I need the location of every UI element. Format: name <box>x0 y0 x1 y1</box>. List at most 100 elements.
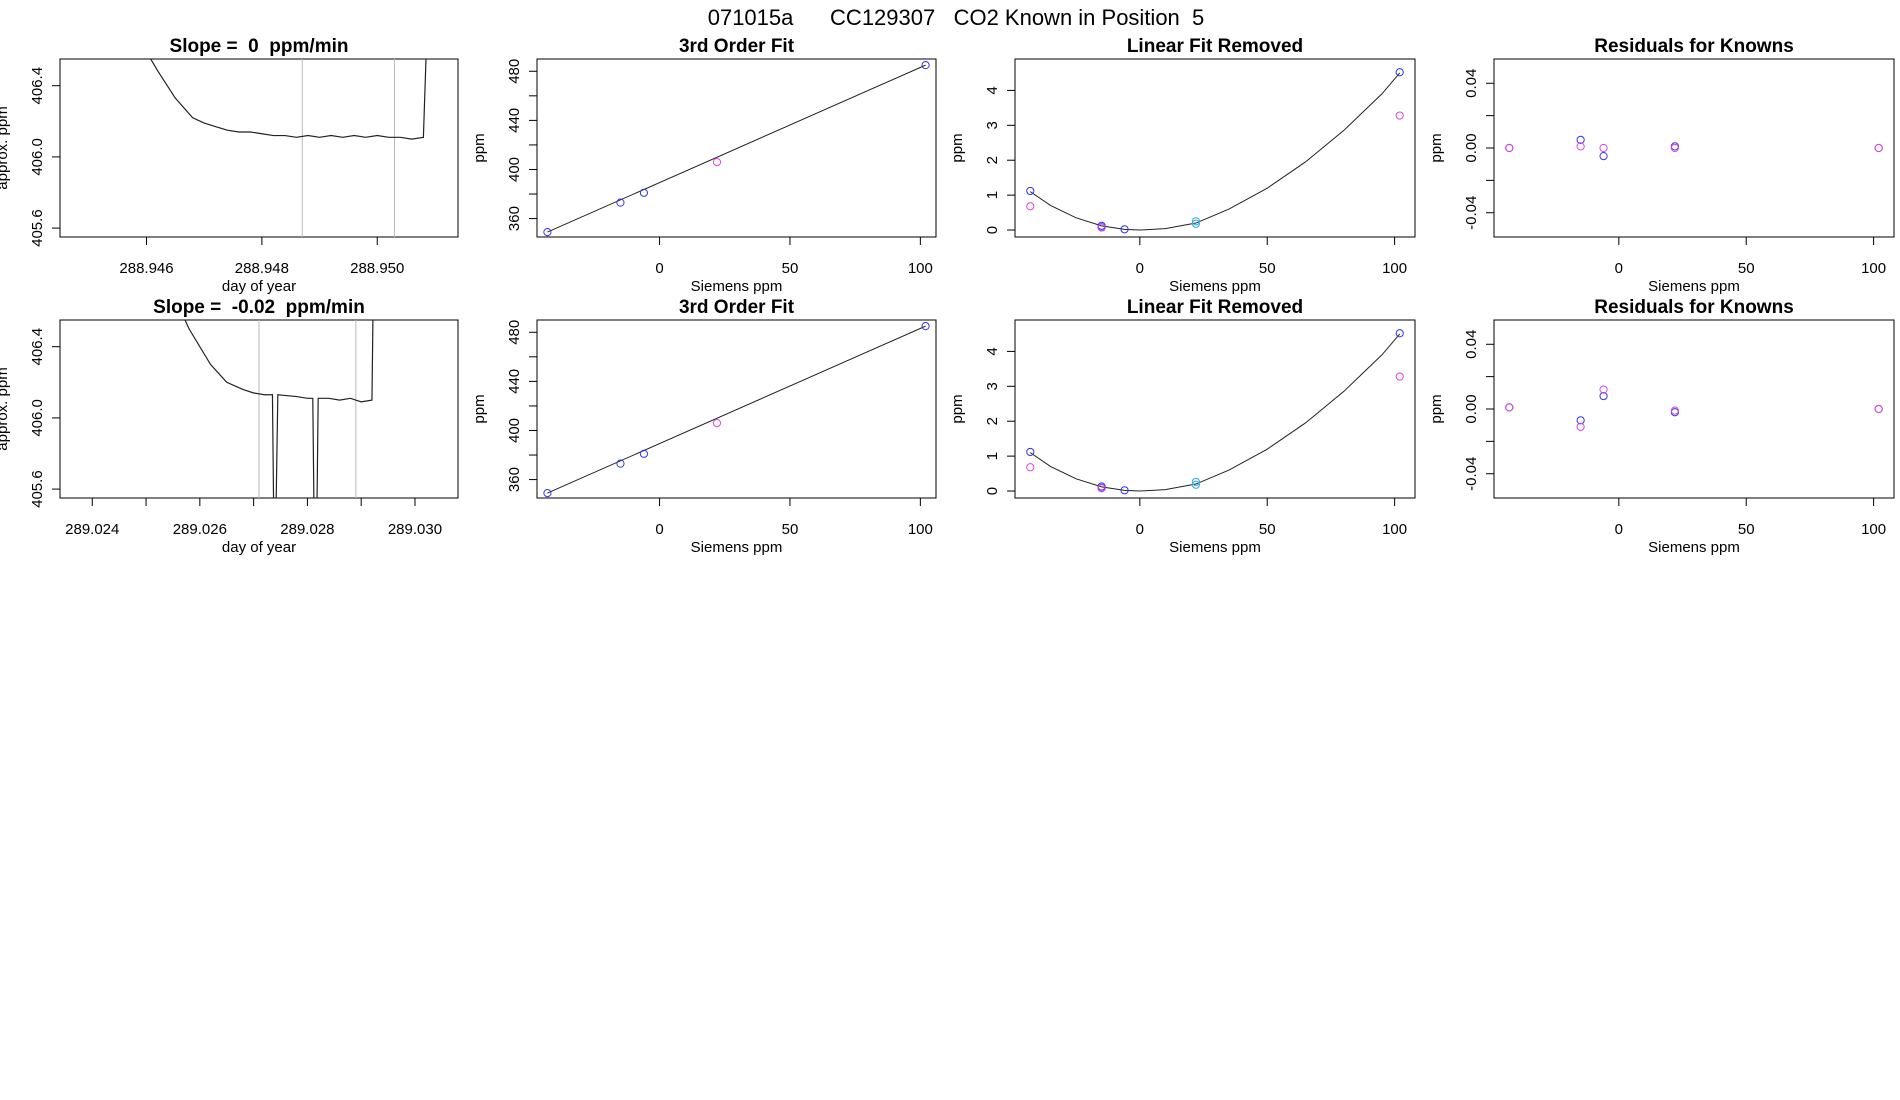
y-axis-label: ppm <box>1428 133 1445 162</box>
y-tick-label: -0.04 <box>1463 457 1480 491</box>
data-point-blue <box>1120 486 1129 495</box>
chart-panel-7: Linear Fit Removed Siemens ppm ppm 0 50 100 0 1… <box>949 297 1416 556</box>
page-title: 071015a CC129307 CO2 Known in Position 5 <box>708 5 1205 30</box>
data-point-cyan <box>1191 217 1200 226</box>
x-tick-label: 288.950 <box>350 260 404 277</box>
data-point-blue <box>1599 391 1608 401</box>
data-point-magenta <box>1670 143 1679 153</box>
data-point-blue <box>921 61 930 70</box>
data-point-blue <box>639 449 649 458</box>
plot-frame <box>536 58 937 238</box>
plot-area <box>1505 135 1883 161</box>
plot-frame <box>536 319 937 499</box>
x-tick-label: 289.024 <box>65 521 119 538</box>
plot-area <box>543 322 930 498</box>
chart-title: Linear Fit Removed <box>1127 297 1303 318</box>
chart-panel-8: Residuals for Knowns Siemens ppm ppm 0 50 100… <box>1428 297 1895 556</box>
x-tick-label: 289.028 <box>280 521 334 538</box>
data-point-magenta <box>1505 143 1514 153</box>
fit-curve <box>1030 72 1401 231</box>
y-axis-label: ppm <box>949 394 966 423</box>
x-tick-label: 100 <box>1861 521 1886 538</box>
data-point-magenta <box>1576 422 1585 431</box>
data-point-magenta <box>1576 142 1585 151</box>
y-tick-label: 406.0 <box>29 399 46 437</box>
y-tick-label: 4 <box>984 347 1001 355</box>
x-tick-label: 0 <box>1136 521 1144 538</box>
chart-panel-1: Slope = 0 ppm/min day of year approx. ppm 2… <box>0 36 459 295</box>
plot-frame <box>1014 58 1416 238</box>
data-point-blue <box>1026 447 1035 457</box>
chart-title: 3rd Order Fit <box>679 36 795 57</box>
data-point-blue <box>1120 225 1129 234</box>
chart-title: Slope = 0 ppm/min <box>170 36 349 57</box>
data-point-blue <box>543 488 552 498</box>
data-point-magenta <box>1097 484 1106 493</box>
y-axis-label: ppm <box>1428 394 1445 423</box>
fit-curve <box>1030 333 1401 492</box>
y-tick-label: 2 <box>984 417 1001 425</box>
y-axis-label: ppm <box>949 133 966 162</box>
x-axis-label: Siemens ppm <box>1648 278 1740 295</box>
chart-title: Residuals for Knowns <box>1594 36 1794 57</box>
plot-area <box>543 61 930 237</box>
y-tick-label: 2 <box>984 156 1001 164</box>
x-tick-label: 0 <box>1136 260 1144 277</box>
x-tick-label: 50 <box>782 521 799 538</box>
y-tick-label: 0.00 <box>1463 133 1480 162</box>
data-point-blue <box>543 227 552 237</box>
plot-frame <box>1493 58 1895 238</box>
x-tick-label: 50 <box>782 260 799 277</box>
data-point-blue <box>1670 408 1679 417</box>
y-tick-label: 360 <box>506 206 523 231</box>
y-tick-label: 360 <box>506 467 523 492</box>
series-trace <box>150 59 427 140</box>
x-tick-label: 100 <box>1861 260 1886 277</box>
data-point-blue <box>921 322 930 331</box>
chart-panel-4: Residuals for Knowns Siemens ppm ppm 0 50 100… <box>1428 36 1895 295</box>
x-axis-label: Siemens ppm <box>1648 539 1740 556</box>
data-point-magenta <box>1874 404 1883 414</box>
data-point-cyan <box>1191 477 1200 487</box>
data-point-blue <box>1395 68 1404 77</box>
x-axis-label: day of year <box>222 539 296 556</box>
x-tick-label: 100 <box>908 521 933 538</box>
y-tick-label: 0.04 <box>1463 330 1480 359</box>
data-point-blue <box>1576 416 1585 425</box>
data-point-magenta <box>1097 223 1106 232</box>
y-tick-label: 406.4 <box>29 328 46 366</box>
x-tick-label: 289.026 <box>173 521 227 538</box>
data-point-blue <box>616 459 625 468</box>
x-tick-label: 100 <box>1382 260 1407 277</box>
y-tick-label: 480 <box>506 59 523 84</box>
y-tick-label: 0.04 <box>1463 69 1480 98</box>
data-point-magenta <box>1505 403 1514 412</box>
x-tick-label: 0 <box>655 521 663 538</box>
data-point-magenta <box>1599 143 1608 153</box>
y-tick-label: 3 <box>984 382 1001 390</box>
y-tick-label: 1 <box>984 452 1001 460</box>
x-tick-label: 50 <box>1259 260 1276 277</box>
data-point-magenta <box>1026 463 1035 472</box>
x-axis-label: Siemens ppm <box>1169 539 1261 556</box>
plot-area <box>150 59 427 237</box>
y-tick-label: 0 <box>984 487 1001 495</box>
x-tick-label: 288.946 <box>119 260 173 277</box>
x-tick-label: 0 <box>655 260 663 277</box>
data-point-magenta <box>1599 385 1608 394</box>
data-point-magenta <box>712 419 722 428</box>
chart-panel-2: 3rd Order Fit Siemens ppm ppm 0 50 100 360 400 4… <box>471 36 937 295</box>
x-axis-label: day of year <box>222 278 296 295</box>
y-tick-label: 406.4 <box>29 67 46 105</box>
data-point-magenta <box>1395 111 1404 120</box>
x-tick-label: 50 <box>1738 260 1755 277</box>
x-tick-label: 289.030 <box>388 521 442 538</box>
plot-frame <box>1493 319 1895 499</box>
chart-panel-6: 3rd Order Fit Siemens ppm ppm 0 50 100 360 400 4… <box>471 297 937 556</box>
y-tick-label: 406.0 <box>29 138 46 176</box>
chart-title: Residuals for Knowns <box>1594 297 1794 318</box>
y-tick-label: 0 <box>984 226 1001 234</box>
y-tick-label: -0.04 <box>1463 196 1480 230</box>
plot-area <box>1505 385 1883 431</box>
